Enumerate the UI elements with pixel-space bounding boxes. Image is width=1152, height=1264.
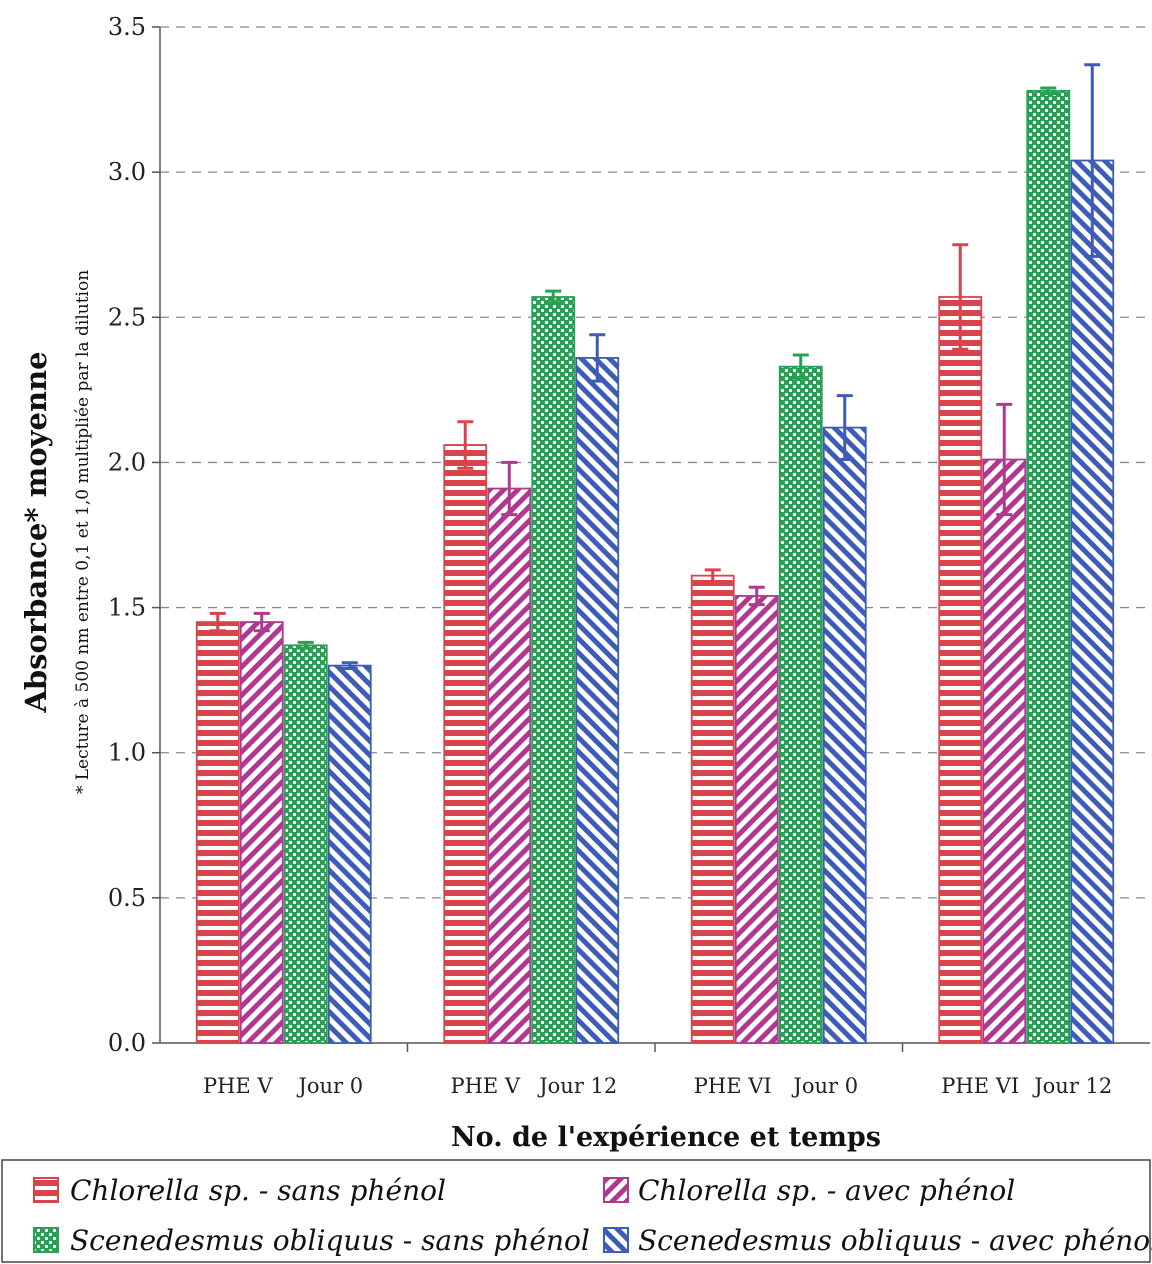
- bar: [938, 296, 983, 1044]
- legend-swatch: [33, 1227, 59, 1253]
- legend-label: Scenedesmus obliquus - avec phénol: [638, 1224, 1152, 1257]
- x-time-label: Jour 12: [1032, 1074, 1112, 1098]
- y-tick-label: 0.0: [108, 1029, 146, 1057]
- x-experiment-label: PHE V: [203, 1074, 273, 1098]
- legend: Chlorella sp. - sans phénol Chlorella sp.…: [1, 1159, 1152, 1263]
- bar: [443, 444, 488, 1044]
- y-tick-label: 1.0: [108, 739, 146, 767]
- x-axis-title: No. de l'expérience et temps: [451, 1122, 881, 1153]
- y-tick-label: 2.5: [108, 303, 146, 331]
- x-time-label: Jour 0: [791, 1074, 858, 1098]
- bar: [690, 574, 735, 1044]
- bar: [1070, 159, 1115, 1044]
- bar: [822, 426, 867, 1044]
- legend-frame: [1, 1159, 1151, 1263]
- y-tick-label: 1.5: [108, 594, 146, 622]
- y-tick-labels: 0.0 0.5 1.0 1.5 2.0 2.5 3.0 3.5: [108, 13, 146, 1057]
- y-tick-label: 3.5: [108, 13, 146, 41]
- bar: [531, 296, 576, 1044]
- bar: [195, 621, 240, 1044]
- bar: [778, 365, 823, 1044]
- error-bars: [209, 63, 1101, 671]
- bars: [195, 89, 1115, 1044]
- x-experiment-label: PHE V: [450, 1074, 520, 1098]
- legend-swatch: [603, 1227, 629, 1253]
- bar: [327, 664, 372, 1044]
- x-category-labels: PHE V Jour 0 PHE V Jour 12 PHE VI Jour 0 PHE V…: [203, 1074, 1112, 1098]
- bar: [982, 458, 1027, 1044]
- legend-swatch: [603, 1177, 629, 1203]
- y-axis-note: * Lecture à 500 nm entre 0,1 et 1,0 mult…: [73, 270, 93, 794]
- legend-label: Chlorella sp. - avec phénol: [638, 1174, 1015, 1207]
- x-time-label: Jour 0: [296, 1074, 363, 1098]
- y-tick-label: 0.5: [108, 884, 146, 912]
- bar: [575, 357, 620, 1044]
- legend-label: Scenedesmus obliquus - sans phénol: [70, 1224, 590, 1257]
- legend-swatch: [33, 1177, 59, 1203]
- bar: [283, 644, 328, 1044]
- bar: [239, 621, 284, 1044]
- x-time-label: Jour 12: [537, 1074, 617, 1098]
- legend-label: Chlorella sp. - sans phénol: [70, 1174, 446, 1207]
- bar: [487, 487, 532, 1044]
- y-tick-label: 2.0: [108, 448, 146, 476]
- y-axis-title: Absorbance* moyenne: [19, 351, 53, 713]
- bar: [734, 595, 779, 1044]
- x-experiment-label: PHE VI: [694, 1074, 772, 1098]
- bar: [1026, 89, 1071, 1044]
- y-tick-label: 3.0: [108, 158, 146, 186]
- x-experiment-label: PHE VI: [941, 1074, 1019, 1098]
